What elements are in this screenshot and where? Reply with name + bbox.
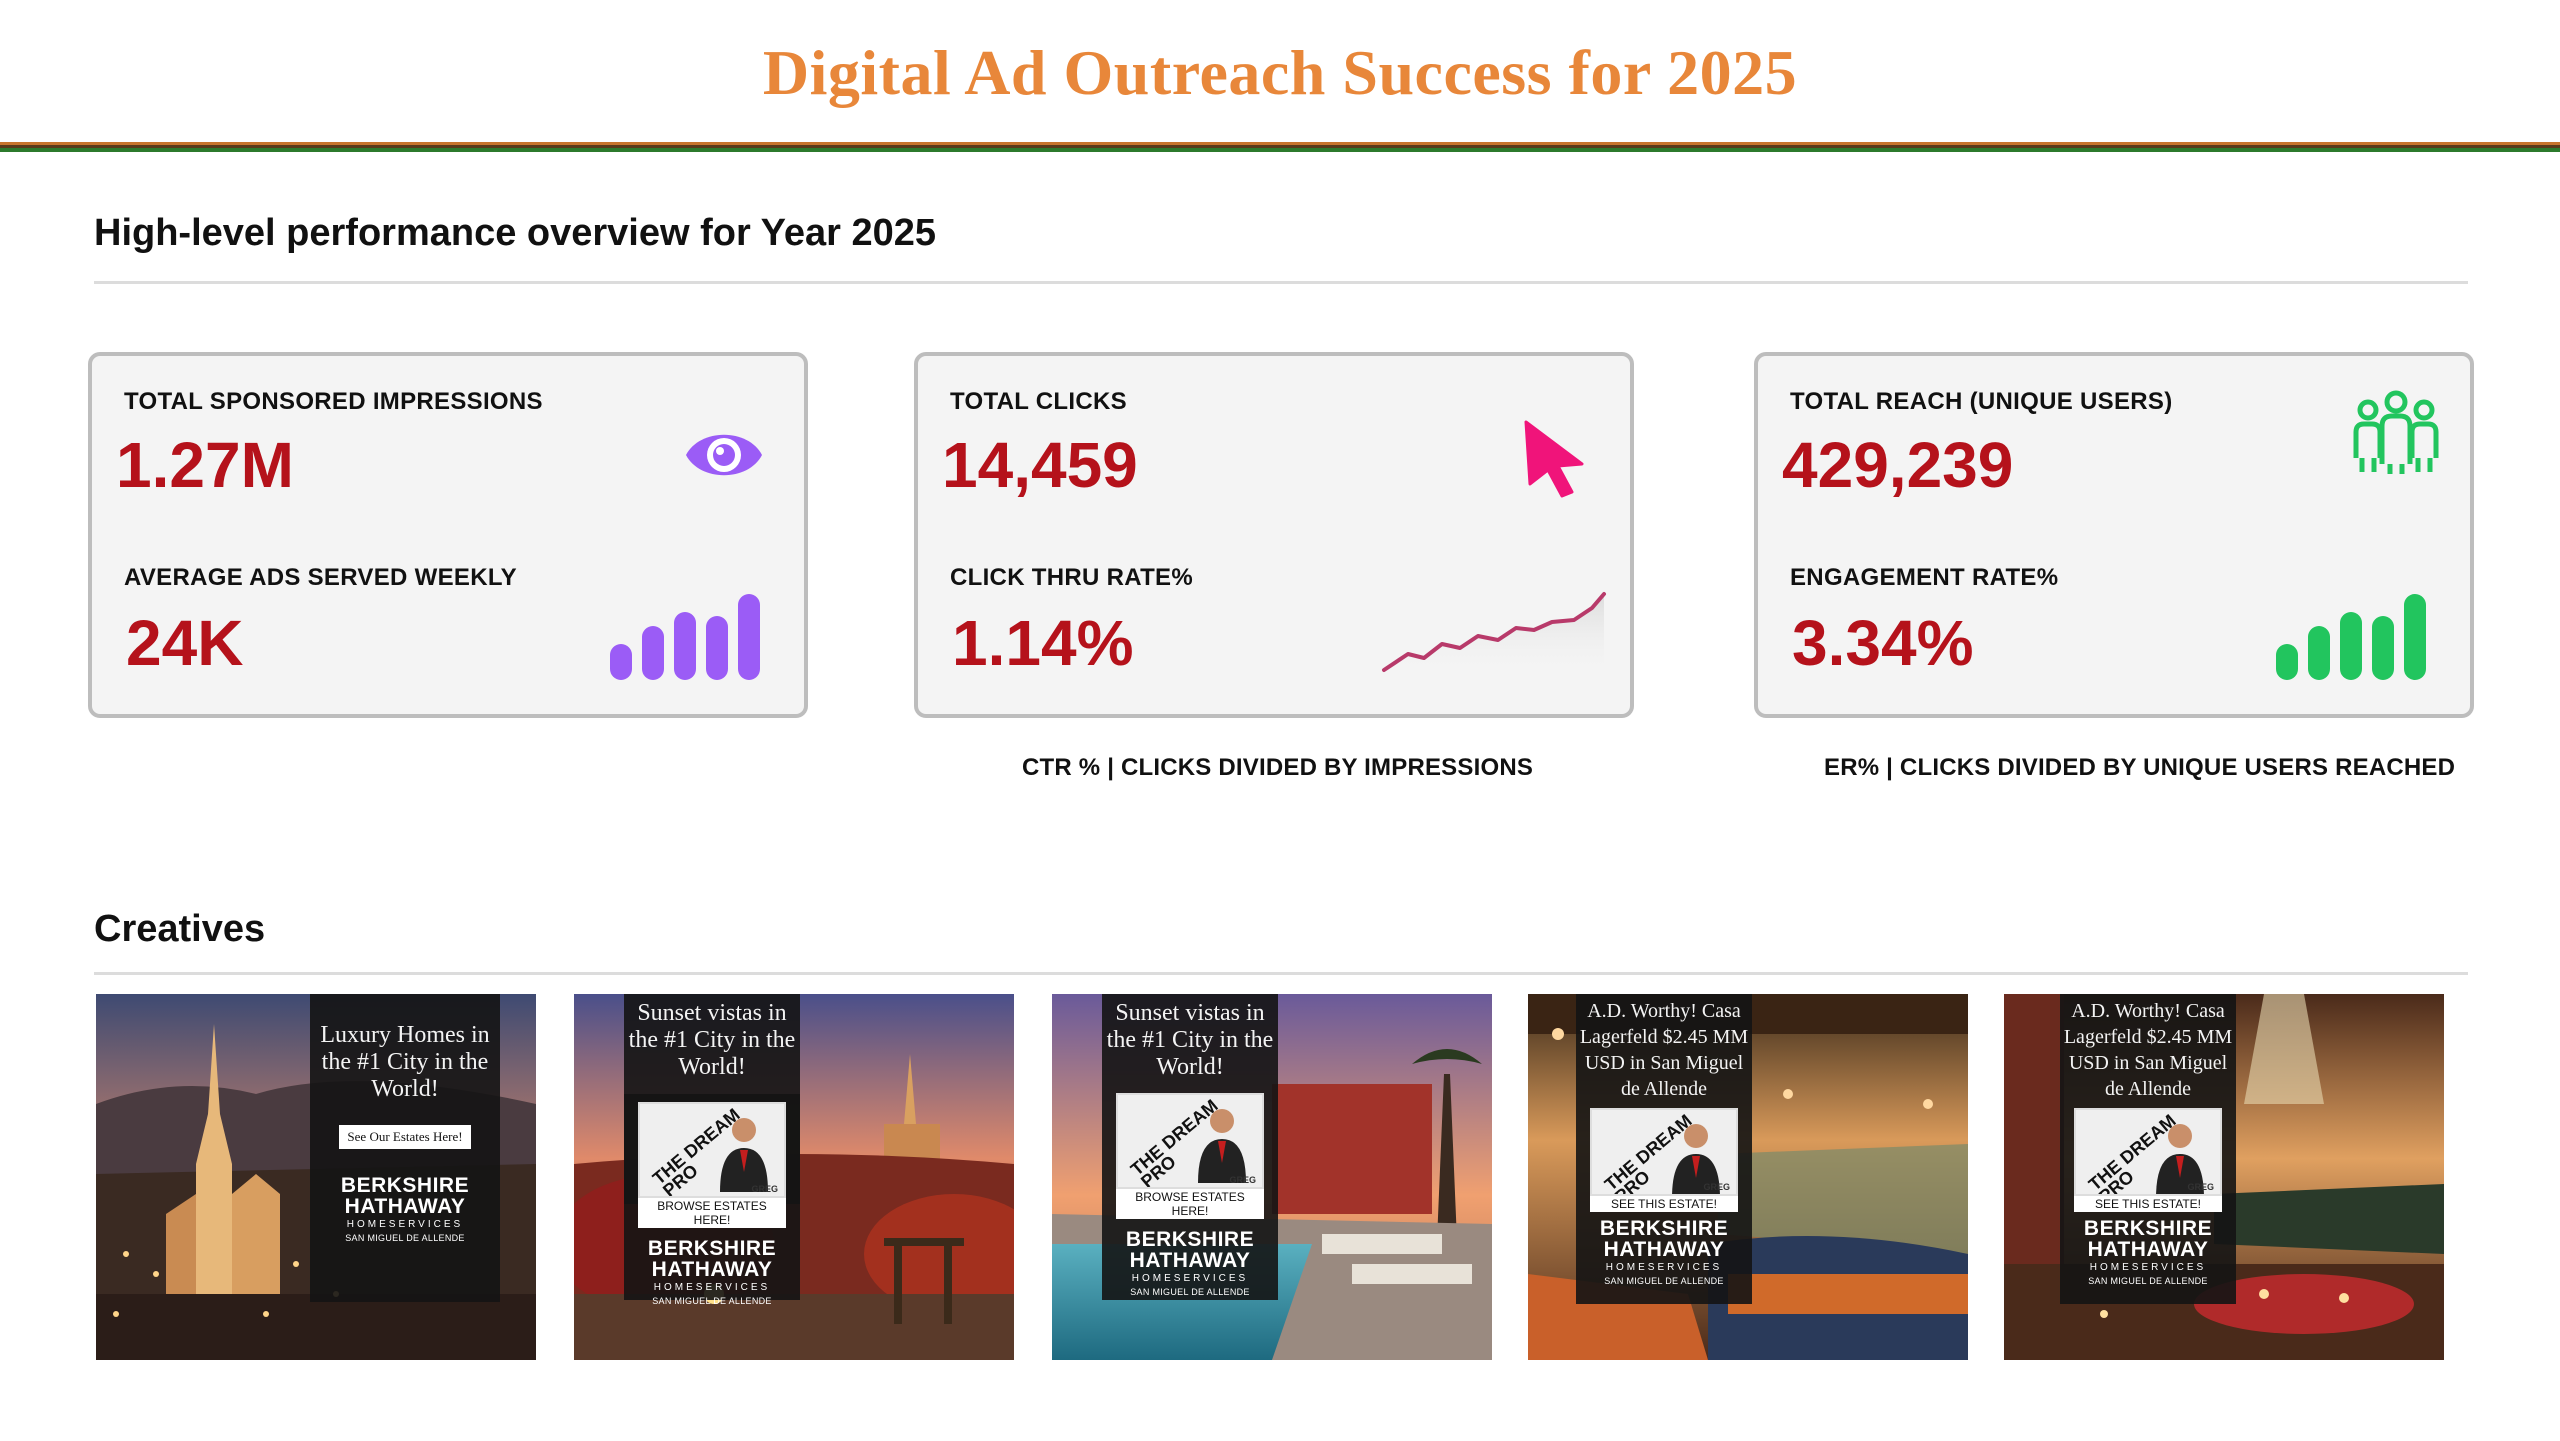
ad-overlay: Sunset vistas in the #1 City in the Worl… bbox=[1102, 994, 1278, 1300]
reach-card: TOTAL REACH (UNIQUE USERS) 429,239 ENGAG… bbox=[1754, 352, 2474, 718]
weekly-ads-value: 24K bbox=[126, 607, 244, 679]
brand-name: BERKSHIRE bbox=[340, 1174, 470, 1197]
agent-portrait bbox=[1672, 1124, 1720, 1194]
impressions-value: 1.27M bbox=[116, 429, 294, 501]
logo-name: GREG bbox=[751, 1184, 778, 1194]
agent-portrait bbox=[2156, 1124, 2204, 1194]
brand-subtitle: HOMESERVICES bbox=[2089, 1262, 2207, 1273]
brand-subtitle: HOMESERVICES bbox=[1605, 1262, 1723, 1273]
ad-overlay: THE DREAM PRO GREG BROWSE ESTATES HERE! … bbox=[624, 1094, 800, 1306]
reach-label: TOTAL REACH (UNIQUE USERS) bbox=[1790, 388, 2173, 415]
reach-value: 429,239 bbox=[1782, 429, 2014, 501]
brand-name: BERKSHIRE bbox=[2083, 1217, 2213, 1240]
ad-cta-button[interactable]: SEE THIS ESTATE! bbox=[2074, 1196, 2222, 1212]
dream-pro-logo: THE DREAM PRO GREG bbox=[638, 1102, 786, 1198]
brand-subtitle: HOMESERVICES bbox=[1131, 1273, 1249, 1284]
brand-name: HATHAWAY bbox=[651, 1258, 773, 1281]
brand-location: SAN MIGUEL DE ALLENDE bbox=[2088, 1276, 2208, 1286]
ad-cta-button[interactable]: See Our Estates Here! bbox=[339, 1125, 471, 1149]
clicks-card: TOTAL CLICKS 14,459 CLICK THRU RATE% 1.1… bbox=[914, 352, 1634, 718]
engagement-label: ENGAGEMENT RATE% bbox=[1790, 564, 2059, 591]
ad-headline: Sunset vistas in the #1 City in the Worl… bbox=[1106, 1000, 1274, 1080]
dream-pro-logo: THE DREAM PRO GREG bbox=[2074, 1108, 2222, 1196]
brand-subtitle: HOMESERVICES bbox=[653, 1282, 771, 1293]
logo-name: GREG bbox=[1703, 1182, 1730, 1192]
trend-sparkline-icon bbox=[1378, 582, 1610, 683]
creative-ad-3[interactable]: Sunset vistas in the #1 City in the Worl… bbox=[1052, 994, 1492, 1360]
er-footnote: ER% | CLICKS DIVIDED BY UNIQUE USERS REA… bbox=[1824, 754, 2456, 781]
ad-overlay: Luxury Homes in the #1 City in the World… bbox=[310, 994, 500, 1302]
page-title: Digital Ad Outreach Success for 2025 bbox=[762, 37, 1798, 108]
brand-name: HATHAWAY bbox=[1603, 1238, 1725, 1261]
engagement-value: 3.34% bbox=[1792, 607, 1974, 679]
impressions-card: TOTAL SPONSORED IMPRESSIONS 1.27M AVERAG… bbox=[88, 352, 808, 718]
brand-name: BERKSHIRE bbox=[647, 1237, 777, 1260]
logo-name: GREG bbox=[2187, 1182, 2214, 1192]
brand-name: HATHAWAY bbox=[344, 1195, 466, 1218]
creatives-heading: Creatives bbox=[94, 908, 266, 950]
brand-name: BERKSHIRE bbox=[1599, 1217, 1729, 1240]
weekly-ads-label: AVERAGE ADS SERVED WEEKLY bbox=[124, 564, 517, 591]
brand-subtitle: HOMESERVICES bbox=[346, 1219, 464, 1230]
title-rule bbox=[0, 145, 2560, 148]
brand-name: HATHAWAY bbox=[2087, 1238, 2209, 1261]
section-divider bbox=[94, 281, 2468, 284]
agent-portrait bbox=[1198, 1109, 1246, 1183]
ctr-value: 1.14% bbox=[952, 607, 1134, 679]
ad-overlay: A.D. Worthy! Casa Lagerfeld $2.45 MM USD… bbox=[2060, 994, 2236, 1304]
dream-pro-logo: THE DREAM PRO GREG bbox=[1116, 1093, 1264, 1189]
impressions-label: TOTAL SPONSORED IMPRESSIONS bbox=[124, 388, 543, 415]
overview-heading: High-level performance overview for Year… bbox=[94, 212, 937, 254]
title-rule bbox=[0, 148, 2560, 152]
creative-ad-1[interactable]: Luxury Homes in the #1 City in the World… bbox=[96, 994, 536, 1360]
agent-portrait bbox=[720, 1118, 768, 1192]
section-divider bbox=[94, 972, 2468, 975]
signal-bars-icon bbox=[608, 586, 768, 687]
ad-headline: Luxury Homes in the #1 City in the World… bbox=[320, 1022, 490, 1102]
ad-headline: A.D. Worthy! Casa Lagerfeld $2.45 MM USD… bbox=[1579, 1000, 1749, 1100]
brand-name: HATHAWAY bbox=[1129, 1249, 1251, 1272]
ad-headline: Sunset vistas in the #1 City in the Worl… bbox=[628, 1000, 796, 1080]
ctr-footnote: CTR % | CLICKS DIVIDED BY IMPRESSIONS bbox=[1022, 754, 1534, 781]
ad-cta-button[interactable]: SEE THIS ESTATE! bbox=[1590, 1196, 1738, 1212]
creative-ad-4[interactable]: A.D. Worthy! Casa Lagerfeld $2.45 MM USD… bbox=[1528, 994, 1968, 1360]
logo-name: GREG bbox=[1229, 1175, 1256, 1185]
brand-location: SAN MIGUEL DE ALLENDE bbox=[345, 1233, 465, 1243]
creative-ad-5[interactable]: A.D. Worthy! Casa Lagerfeld $2.45 MM USD… bbox=[2004, 994, 2444, 1360]
ad-cta-button[interactable]: BROWSE ESTATES HERE! bbox=[1116, 1189, 1264, 1219]
cursor-icon bbox=[1518, 418, 1590, 503]
title-bar: Digital Ad Outreach Success for 2025 bbox=[0, 0, 2560, 152]
ctr-label: CLICK THRU RATE% bbox=[950, 564, 1194, 591]
eye-icon bbox=[682, 422, 766, 493]
creative-ad-2[interactable]: Sunset vistas in the #1 City in the Worl… bbox=[574, 994, 1014, 1360]
clicks-label: TOTAL CLICKS bbox=[950, 388, 1127, 415]
brand-location: SAN MIGUEL DE ALLENDE bbox=[1130, 1287, 1250, 1297]
users-group-icon bbox=[2350, 388, 2442, 481]
clicks-value: 14,459 bbox=[942, 429, 1138, 501]
dream-pro-logo: THE DREAM PRO GREG bbox=[1590, 1108, 1738, 1196]
brand-name: BERKSHIRE bbox=[1125, 1228, 1255, 1251]
ad-cta-button[interactable]: BROWSE ESTATES HERE! bbox=[638, 1198, 786, 1228]
brand-location: SAN MIGUEL DE ALLENDE bbox=[1604, 1276, 1724, 1286]
brand-location: SAN MIGUEL DE ALLENDE bbox=[652, 1296, 772, 1306]
signal-bars-icon bbox=[2274, 586, 2434, 687]
ad-overlay: A.D. Worthy! Casa Lagerfeld $2.45 MM USD… bbox=[1576, 994, 1752, 1304]
ad-headline: A.D. Worthy! Casa Lagerfeld $2.45 MM USD… bbox=[2063, 1000, 2233, 1100]
